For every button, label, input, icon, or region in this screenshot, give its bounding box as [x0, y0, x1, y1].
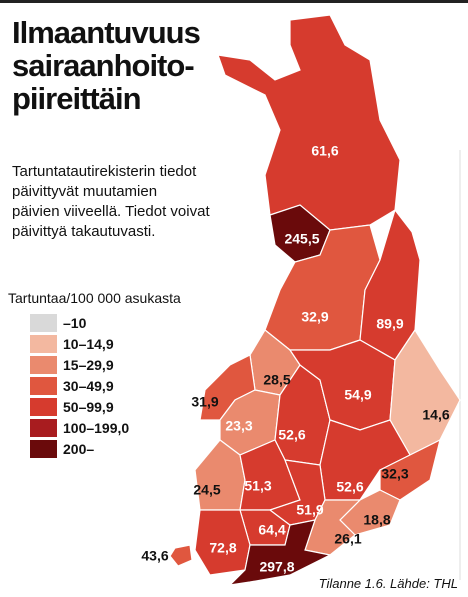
- subtitle-line: Tartuntatautirekisterin tiedot: [12, 163, 197, 180]
- region-label: 32,9: [301, 309, 328, 325]
- region-label: 51,3: [244, 478, 271, 494]
- legend-label: 50–99,9: [63, 399, 114, 415]
- legend-swatch: [30, 356, 57, 374]
- subtitle-line: päivittyä takautuvasti.: [12, 223, 155, 240]
- subtitle-line: päivittyvät muutamien: [12, 183, 157, 200]
- region-label: 24,5: [193, 482, 220, 498]
- legend-swatch: [30, 440, 57, 458]
- region-label: 52,6: [336, 479, 363, 495]
- region-label: 297,8: [259, 559, 294, 575]
- legend-swatch: [30, 419, 57, 437]
- region-label: 64,4: [258, 522, 285, 538]
- region-label: 51,9: [296, 502, 323, 518]
- legend-swatch: [30, 377, 57, 395]
- title-line: Ilmaantuvuus: [12, 15, 200, 50]
- region-label: 28,5: [263, 372, 290, 388]
- map: [169, 14, 461, 586]
- legend-title: Tartuntaa/100 000 asukasta: [8, 290, 181, 306]
- region-label: 43,6: [141, 548, 168, 564]
- legend-swatch: [30, 314, 57, 332]
- region: [217, 14, 401, 231]
- region-label: 26,1: [334, 531, 361, 547]
- region-label: 32,3: [381, 466, 408, 482]
- legend-swatch: [30, 398, 57, 416]
- region-label: 18,8: [363, 512, 390, 528]
- region-label: 52,6: [278, 427, 305, 443]
- legend-label: 30–49,9: [63, 378, 114, 394]
- region-label: 72,8: [209, 540, 236, 556]
- legend-swatch: [30, 335, 57, 353]
- legend-label: 100–199,0: [63, 420, 129, 436]
- legend-label: –10: [63, 315, 87, 331]
- legend-label: 200–: [63, 441, 94, 457]
- legend-label: 10–14,9: [63, 336, 114, 352]
- subtitle-line: päivien viiveellä. Tiedot voivat: [12, 203, 210, 220]
- title-line: piireittäin: [12, 81, 141, 116]
- top-rule: [0, 0, 468, 3]
- region-label: 54,9: [344, 387, 371, 403]
- region-label: 61,6: [311, 143, 338, 159]
- source: Tilanne 1.6. Lähde: THL: [319, 576, 458, 591]
- title-line: sairaanhoito-: [12, 48, 194, 83]
- region: [228, 519, 332, 586]
- region: [169, 544, 193, 567]
- region-label: 14,6: [422, 407, 449, 423]
- legend-label: 15–29,9: [63, 357, 114, 373]
- region-label: 89,9: [376, 316, 403, 332]
- region-label: 23,3: [225, 418, 252, 434]
- region-label: 31,9: [191, 394, 218, 410]
- region-label: 245,5: [284, 231, 319, 247]
